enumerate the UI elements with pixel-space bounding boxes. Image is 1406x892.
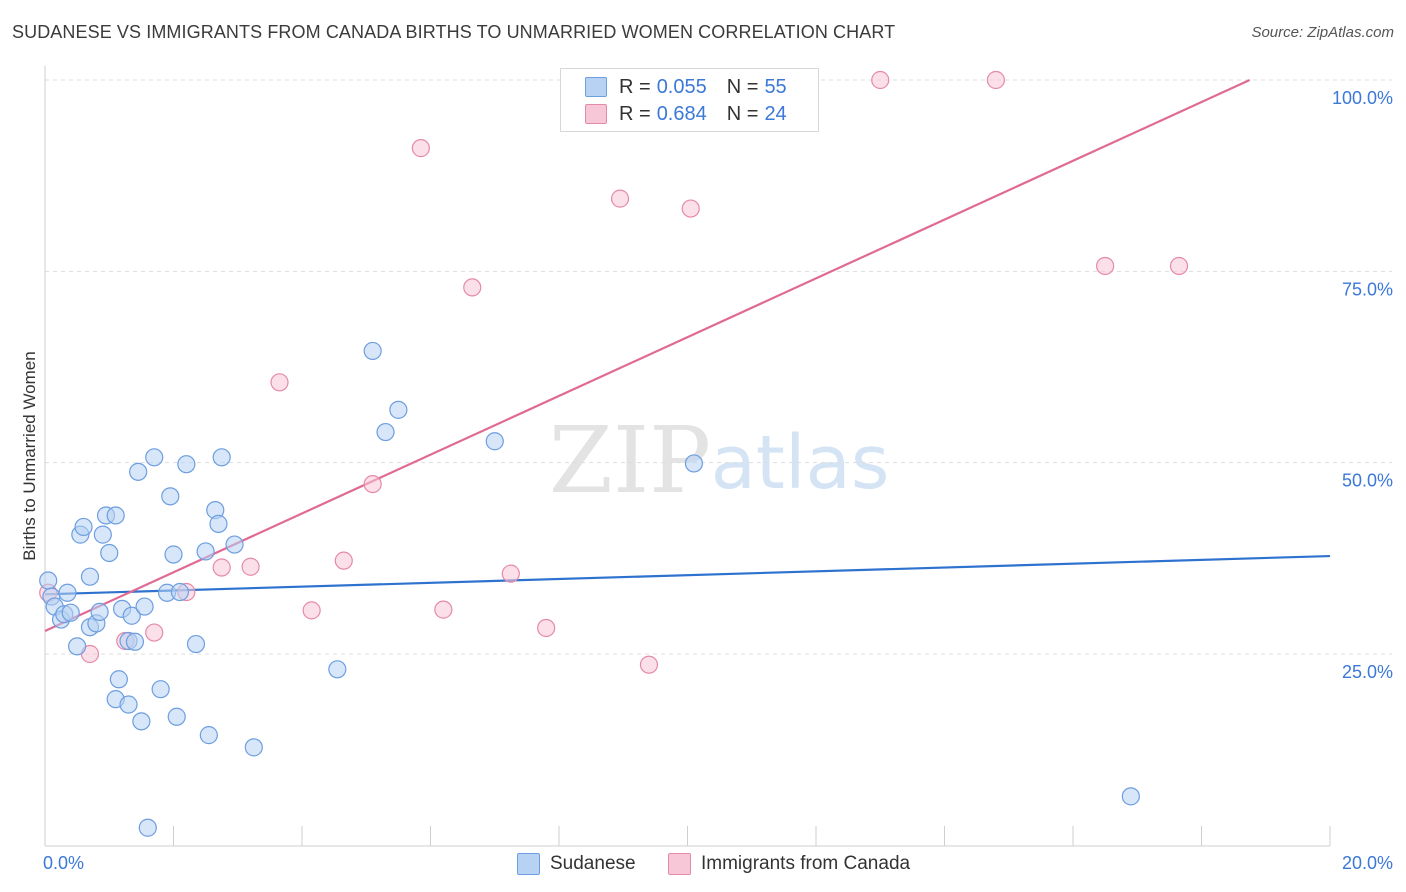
point-sudanese-33 bbox=[164, 545, 183, 564]
chart-title: SUDANESE VS IMMIGRANTS FROM CANADA BIRTH… bbox=[12, 22, 896, 42]
point-sudanese-50 bbox=[684, 454, 704, 473]
point-canada-10 bbox=[363, 474, 382, 494]
point-canada-16 bbox=[610, 189, 630, 208]
point-sudanese-23 bbox=[122, 606, 141, 625]
point-canada-6 bbox=[241, 557, 260, 576]
point-canada-19 bbox=[871, 70, 890, 90]
y-tick-label-100: 100.0% bbox=[1332, 88, 1393, 108]
legend-swatch-canada bbox=[585, 104, 607, 124]
point-canada-3 bbox=[145, 623, 164, 642]
point-sudanese-10 bbox=[80, 567, 100, 586]
point-sudanese-51 bbox=[1121, 787, 1140, 806]
point-sudanese-0 bbox=[39, 571, 58, 590]
y-tick-label-75: 75.0% bbox=[1342, 279, 1393, 299]
series-swatch-sudanese bbox=[517, 853, 540, 875]
point-sudanese-43 bbox=[225, 535, 244, 554]
point-sudanese-6 bbox=[61, 603, 80, 622]
point-canada-20 bbox=[986, 70, 1006, 90]
point-canada-21 bbox=[1096, 256, 1115, 276]
source-label: Source: ZipAtlas.com bbox=[1251, 24, 1394, 41]
point-canada-8 bbox=[302, 601, 321, 620]
legend-n-label: N = bbox=[726, 102, 759, 125]
point-sudanese-5 bbox=[58, 583, 77, 602]
point-sudanese-45 bbox=[328, 660, 347, 679]
point-sudanese-39 bbox=[199, 726, 218, 745]
point-canada-5 bbox=[212, 558, 231, 577]
correlation-legend: R = 0.055 N = 55 R = 0.684 N = 24 bbox=[560, 68, 819, 132]
point-sudanese-25 bbox=[129, 462, 148, 481]
watermark-zip: ZIP bbox=[549, 407, 711, 514]
point-canada-14 bbox=[501, 564, 520, 583]
series-legend-canada[interactable]: Immigrants from Canada bbox=[668, 852, 910, 876]
point-sudanese-37 bbox=[186, 634, 206, 654]
tick-labels: 25.0% 50.0% 75.0% 100.0% 0.0% 20.0% bbox=[43, 88, 1393, 873]
point-canada-18 bbox=[681, 199, 700, 218]
legend-r-value-sudanese: 0.055 bbox=[656, 75, 707, 98]
point-sudanese-38 bbox=[196, 542, 215, 561]
point-canada-15 bbox=[537, 618, 556, 638]
point-sudanese-35 bbox=[170, 582, 190, 602]
point-sudanese-29 bbox=[145, 448, 164, 467]
point-sudanese-7 bbox=[68, 637, 87, 656]
point-sudanese-19 bbox=[109, 670, 128, 689]
series-legend-sudanese[interactable]: Sudanese bbox=[517, 852, 636, 876]
point-sudanese-41 bbox=[209, 514, 228, 533]
legend-r-label: R = bbox=[619, 102, 651, 125]
point-sudanese-30 bbox=[151, 680, 170, 699]
trend-line-sudanese bbox=[44, 554, 1331, 596]
legend-row-canada: R = 0.684 N = 24 bbox=[585, 101, 787, 127]
watermark: ZIP atlas bbox=[549, 407, 890, 514]
point-sudanese-24 bbox=[125, 632, 145, 651]
legend-swatch-sudanese bbox=[585, 77, 607, 97]
legend-n-label: N = bbox=[726, 75, 759, 98]
legend-row-sudanese: R = 0.055 N = 55 bbox=[585, 74, 787, 100]
point-canada-13 bbox=[463, 278, 482, 297]
x-tick-label-max: 20.0% bbox=[1342, 853, 1393, 873]
point-canada-9 bbox=[334, 551, 353, 570]
legend-n-value-sudanese: 55 bbox=[764, 75, 787, 98]
point-sudanese-47 bbox=[376, 422, 395, 442]
point-sudanese-49 bbox=[485, 432, 504, 451]
point-sudanese-36 bbox=[177, 455, 196, 474]
point-sudanese-42 bbox=[212, 448, 231, 467]
point-sudanese-16 bbox=[100, 543, 119, 563]
point-sudanese-9 bbox=[74, 517, 93, 537]
point-sudanese-26 bbox=[132, 712, 151, 731]
point-sudanese-22 bbox=[119, 695, 138, 714]
point-sudanese-46 bbox=[363, 341, 382, 361]
point-sudanese-32 bbox=[161, 487, 180, 506]
y-tick-label-50: 50.0% bbox=[1342, 471, 1393, 491]
point-canada-22 bbox=[1169, 256, 1189, 276]
series-swatch-canada bbox=[668, 853, 691, 875]
data-points bbox=[39, 70, 1189, 837]
point-sudanese-34 bbox=[167, 707, 186, 726]
point-canada-12 bbox=[434, 600, 453, 619]
point-sudanese-48 bbox=[389, 400, 408, 419]
legend-r-value-canada: 0.684 bbox=[656, 102, 707, 125]
point-sudanese-28 bbox=[138, 818, 157, 837]
trend-line-canada bbox=[44, 78, 1251, 633]
series-label-sudanese: Sudanese bbox=[550, 853, 636, 874]
axes bbox=[44, 66, 1331, 847]
point-sudanese-44 bbox=[244, 738, 263, 757]
legend-n-value-canada: 24 bbox=[764, 102, 787, 125]
point-sudanese-17 bbox=[106, 506, 125, 525]
point-canada-17 bbox=[639, 655, 659, 674]
point-canada-7 bbox=[270, 373, 289, 392]
trend-lines bbox=[44, 78, 1331, 633]
point-canada-11 bbox=[411, 139, 430, 158]
point-sudanese-13 bbox=[90, 602, 109, 622]
point-sudanese-14 bbox=[93, 525, 112, 544]
x-tick-label-min: 0.0% bbox=[43, 853, 84, 873]
point-sudanese-27 bbox=[135, 597, 154, 616]
series-label-canada: Immigrants from Canada bbox=[701, 853, 911, 874]
legend-r-label: R = bbox=[619, 75, 651, 98]
y-tick-label-25: 25.0% bbox=[1342, 662, 1393, 682]
